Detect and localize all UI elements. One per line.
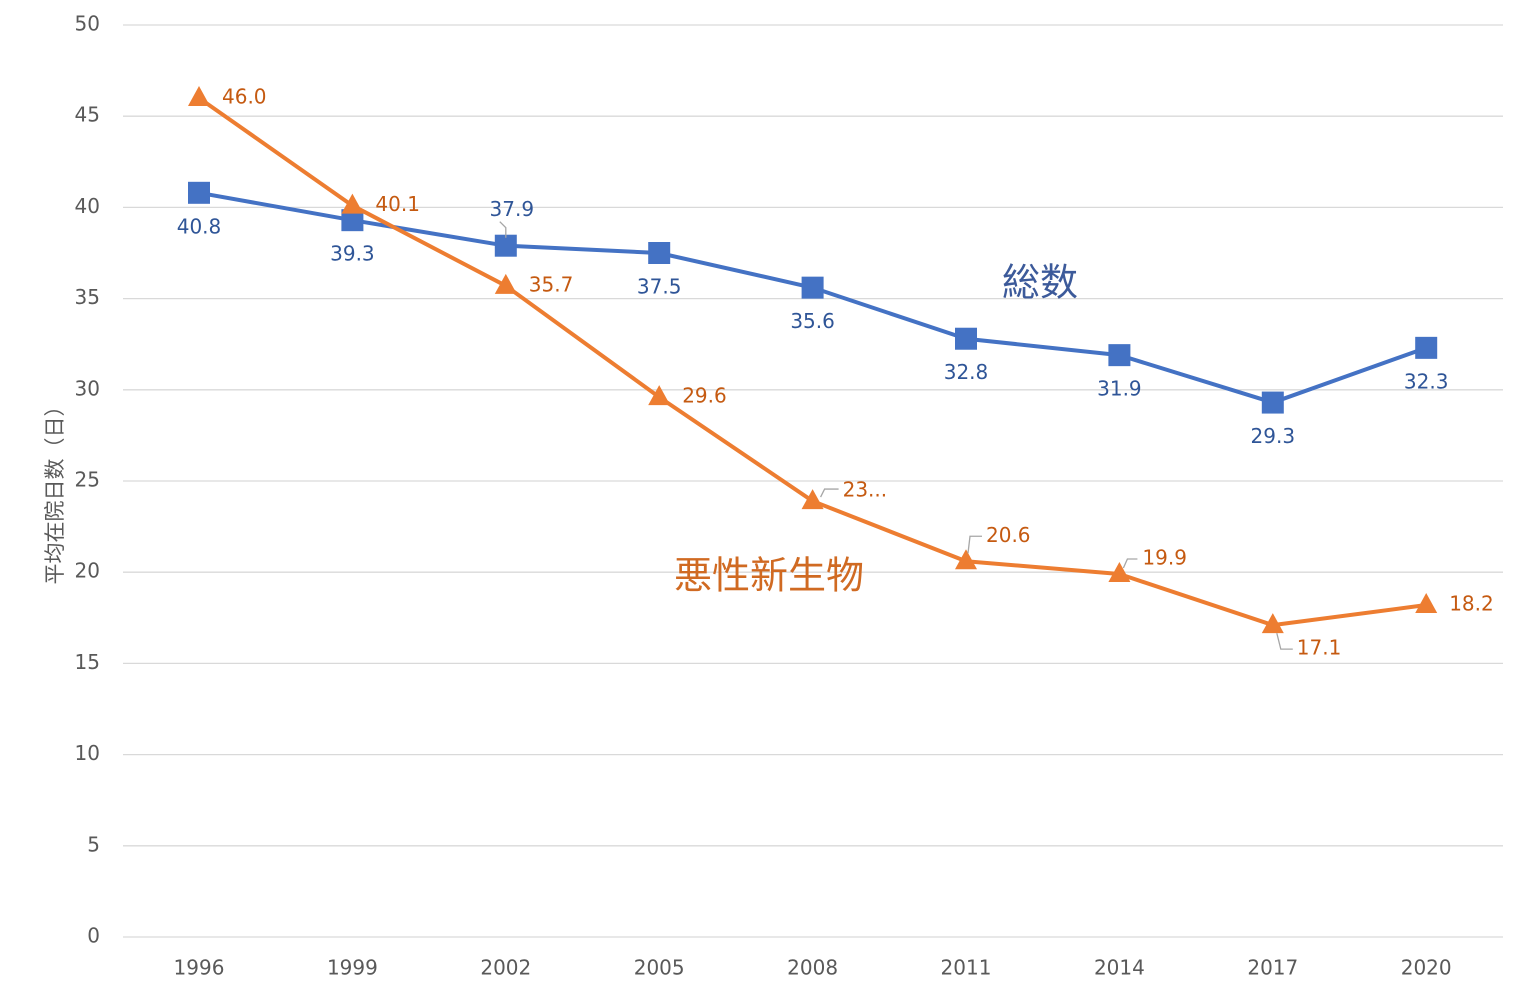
x-tick-label: 2008 xyxy=(787,956,838,980)
y-tick-label: 15 xyxy=(75,650,100,674)
data-label: 37.9 xyxy=(490,197,535,221)
data-point-triangle xyxy=(341,193,364,214)
x-axis-ticks: 1996 1999 2002 2005 2008 2011 2014 2017 2020 xyxy=(174,956,1452,980)
data-label: 23... xyxy=(843,478,888,502)
data-label: 40.8 xyxy=(177,214,222,238)
data-label: 32.8 xyxy=(944,360,989,384)
data-label: 35.7 xyxy=(529,272,574,296)
data-label: 39.3 xyxy=(330,242,375,266)
data-label: 37.5 xyxy=(637,275,682,299)
data-point-square xyxy=(1108,344,1131,367)
leader-line xyxy=(967,535,982,554)
data-label: 40.1 xyxy=(375,192,420,216)
data-label: 32.3 xyxy=(1404,369,1449,393)
data-point-triangle xyxy=(648,385,671,406)
y-tick-label: 10 xyxy=(75,741,100,765)
y-tick-label: 35 xyxy=(75,285,100,309)
data-label: 18.2 xyxy=(1449,592,1494,616)
x-tick-label: 2011 xyxy=(941,956,992,980)
y-tick-label: 50 xyxy=(75,12,100,36)
data-point-triangle xyxy=(801,489,824,510)
data-point-triangle xyxy=(188,85,210,106)
x-tick-label: 2002 xyxy=(480,956,531,980)
series-name-total: 総数 xyxy=(1002,261,1078,305)
y-tick-label: 25 xyxy=(75,468,100,492)
data-label: 17.1 xyxy=(1297,636,1342,660)
y-tick-label: 5 xyxy=(87,832,100,856)
data-point-square xyxy=(955,327,977,350)
data-point-triangle xyxy=(1261,613,1284,634)
data-point-square xyxy=(341,209,364,232)
data-point-square xyxy=(648,242,671,264)
leader-line xyxy=(1122,558,1138,569)
leader-line xyxy=(1276,632,1293,650)
y-tick-label: 40 xyxy=(75,194,100,218)
data-label: 46.0 xyxy=(222,84,267,108)
x-tick-label: 1999 xyxy=(327,956,378,980)
data-point-square xyxy=(801,276,824,299)
x-tick-label: 2014 xyxy=(1094,956,1145,980)
data-label: 19.9 xyxy=(1142,546,1187,570)
data-point-square xyxy=(188,181,210,204)
x-tick-label: 2005 xyxy=(634,956,685,980)
leader-line xyxy=(499,221,507,238)
y-tick-label: 30 xyxy=(75,376,100,400)
leader-line xyxy=(820,488,839,498)
y-axis-ticks: 0 5 10 15 20 25 30 35 40 45 50 xyxy=(75,12,100,948)
x-tick-label: 1996 xyxy=(174,956,225,980)
data-point-triangle xyxy=(955,549,977,570)
series-name-malignant-neoplasm: 悪性新生物 xyxy=(674,554,864,598)
y-axis-label: 平均在院日数（日） xyxy=(43,396,67,585)
series-line-1 xyxy=(197,96,1427,628)
y-tick-label: 20 xyxy=(75,559,100,583)
data-label: 29.6 xyxy=(682,384,727,408)
x-tick-label: 2020 xyxy=(1401,956,1452,980)
y-tick-label: 0 xyxy=(87,924,100,948)
data-label: 20.6 xyxy=(986,523,1031,547)
gridlines xyxy=(123,24,1503,938)
leader-lines xyxy=(499,221,1293,650)
data-point-triangle xyxy=(1415,593,1438,614)
data-label: 35.6 xyxy=(790,309,835,333)
data-point-triangle xyxy=(494,273,517,294)
data-point-square xyxy=(494,234,517,257)
data-label: 31.9 xyxy=(1097,377,1142,401)
y-tick-label: 45 xyxy=(75,103,100,127)
data-point-square xyxy=(1415,336,1438,359)
data-labels: 40.8 39.3 37.9 37.5 35.6 32.8 31.9 29.3 32.3 46.0… xyxy=(177,84,1494,659)
data-point-triangle xyxy=(1108,562,1131,583)
x-tick-label: 2017 xyxy=(1247,956,1298,980)
series xyxy=(188,85,1438,634)
data-label: 29.3 xyxy=(1251,424,1296,448)
data-point-square xyxy=(1261,391,1284,414)
